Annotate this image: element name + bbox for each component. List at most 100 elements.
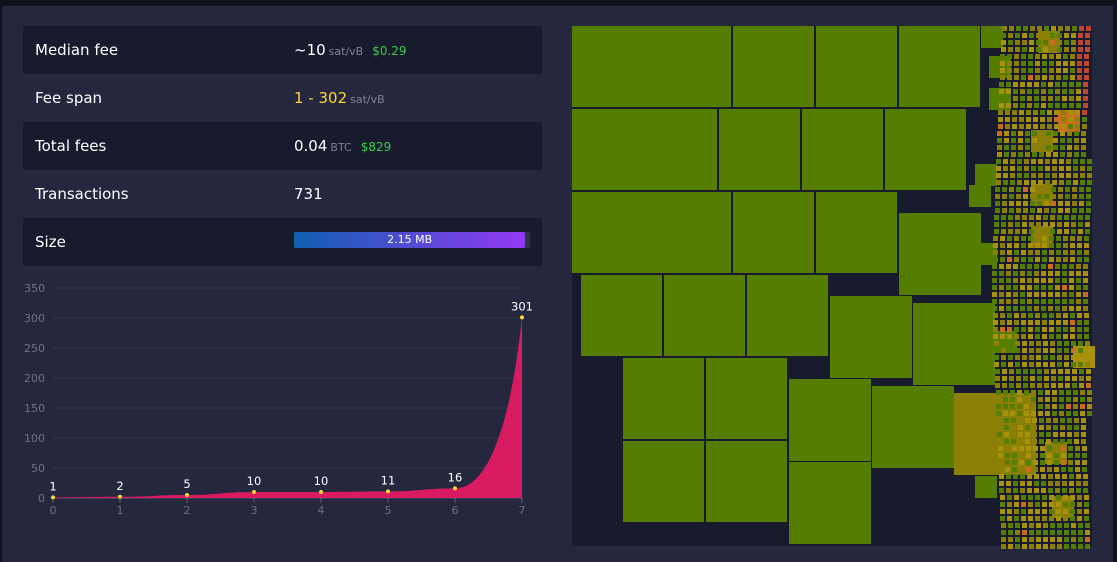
transaction-square-small[interactable] bbox=[1000, 236, 1005, 241]
transaction-square-small[interactable] bbox=[1031, 166, 1036, 171]
transaction-square-small[interactable] bbox=[1040, 446, 1045, 451]
transaction-square-small[interactable] bbox=[1077, 75, 1082, 80]
transaction-square-small[interactable] bbox=[1057, 362, 1062, 367]
transaction-square-small[interactable] bbox=[1013, 306, 1018, 311]
transaction-square-small[interactable] bbox=[1025, 418, 1030, 423]
transaction-square-small[interactable] bbox=[1051, 187, 1056, 192]
transaction-square-small[interactable] bbox=[1043, 215, 1048, 220]
transaction-square-small[interactable] bbox=[1048, 278, 1053, 283]
transaction-square-small[interactable] bbox=[1021, 236, 1026, 241]
transaction-square-small[interactable] bbox=[1023, 369, 1028, 374]
transaction-square-small[interactable] bbox=[1020, 292, 1025, 297]
transaction-square-small[interactable] bbox=[999, 292, 1004, 297]
transaction-square-small[interactable] bbox=[1057, 355, 1062, 360]
transaction-square-small[interactable] bbox=[1020, 299, 1025, 304]
transaction-square-small[interactable] bbox=[1021, 495, 1026, 500]
transaction-square-small[interactable] bbox=[1062, 278, 1067, 283]
transaction-square-small[interactable] bbox=[1040, 460, 1045, 465]
transaction-square-small[interactable] bbox=[1022, 341, 1027, 346]
transaction-square-small[interactable] bbox=[1071, 222, 1076, 227]
transaction-square-small[interactable] bbox=[1034, 96, 1039, 101]
transaction-square-small[interactable] bbox=[1057, 47, 1062, 52]
transaction-square-small[interactable] bbox=[1084, 502, 1089, 507]
transaction-square-small[interactable] bbox=[1005, 124, 1010, 129]
transaction-square-small[interactable] bbox=[1030, 26, 1035, 31]
transaction-square-small[interactable] bbox=[1056, 61, 1061, 66]
transaction-square-small[interactable] bbox=[1009, 187, 1014, 192]
transaction-square-medium[interactable] bbox=[1073, 346, 1095, 368]
transaction-square-small[interactable] bbox=[1010, 404, 1015, 409]
transaction-square-small[interactable] bbox=[1078, 215, 1083, 220]
transaction-square-small[interactable] bbox=[1033, 453, 1038, 458]
transaction-square-small[interactable] bbox=[1042, 257, 1047, 262]
transaction-square-large[interactable] bbox=[706, 441, 787, 522]
transaction-square-small[interactable] bbox=[1069, 271, 1074, 276]
transaction-square-small[interactable] bbox=[1078, 222, 1083, 227]
transaction-square-small[interactable] bbox=[1063, 54, 1068, 59]
transaction-square-small[interactable] bbox=[1056, 509, 1061, 514]
transaction-square-small[interactable] bbox=[1001, 341, 1006, 346]
transaction-square-small[interactable] bbox=[1079, 26, 1084, 31]
transaction-square-small[interactable] bbox=[992, 264, 997, 269]
transaction-square-small[interactable] bbox=[1034, 481, 1039, 486]
transaction-square-small[interactable] bbox=[1081, 145, 1086, 150]
transaction-square-small[interactable] bbox=[1079, 376, 1084, 381]
transaction-square-small[interactable] bbox=[1029, 222, 1034, 227]
transaction-square-small[interactable] bbox=[1032, 418, 1037, 423]
transaction-square-small[interactable] bbox=[1081, 131, 1086, 136]
transaction-square-small[interactable] bbox=[1001, 47, 1006, 52]
transaction-square-small[interactable] bbox=[1085, 362, 1090, 367]
transaction-square-small[interactable] bbox=[1078, 47, 1083, 52]
transaction-square-small[interactable] bbox=[1006, 481, 1011, 486]
transaction-square-small[interactable] bbox=[1076, 488, 1081, 493]
transaction-square-small[interactable] bbox=[1017, 397, 1022, 402]
transaction-square-small[interactable] bbox=[1083, 306, 1088, 311]
transaction-square-small[interactable] bbox=[1045, 397, 1050, 402]
transaction-square-small[interactable] bbox=[1004, 131, 1009, 136]
transaction-square-small[interactable] bbox=[1039, 145, 1044, 150]
transaction-square-small[interactable] bbox=[1042, 509, 1047, 514]
transaction-square-large[interactable] bbox=[572, 26, 653, 107]
transaction-square-small[interactable] bbox=[1013, 474, 1018, 479]
transaction-square-small[interactable] bbox=[1013, 278, 1018, 283]
transaction-square-small[interactable] bbox=[1066, 390, 1071, 395]
transaction-square-small[interactable] bbox=[1033, 124, 1038, 129]
transaction-square-small[interactable] bbox=[1058, 369, 1063, 374]
transaction-square-small[interactable] bbox=[1067, 432, 1072, 437]
transaction-square-small[interactable] bbox=[1041, 278, 1046, 283]
transaction-square-small[interactable] bbox=[1061, 453, 1066, 458]
transaction-square-small[interactable] bbox=[1027, 96, 1032, 101]
transaction-square-large[interactable] bbox=[747, 275, 828, 356]
transaction-square-small[interactable] bbox=[1008, 544, 1013, 549]
transaction-square-small[interactable] bbox=[1032, 439, 1037, 444]
transaction-square-small[interactable] bbox=[1022, 544, 1027, 549]
transaction-square-small[interactable] bbox=[1065, 201, 1070, 206]
transaction-square-small[interactable] bbox=[1041, 82, 1046, 87]
transaction-square-small[interactable] bbox=[1076, 82, 1081, 87]
transaction-square-small[interactable] bbox=[1035, 327, 1040, 332]
transaction-square-small[interactable] bbox=[1032, 432, 1037, 437]
transaction-square-small[interactable] bbox=[1084, 516, 1089, 521]
transaction-square-small[interactable] bbox=[1012, 460, 1017, 465]
transaction-square-small[interactable] bbox=[1030, 187, 1035, 192]
transaction-square-small[interactable] bbox=[1040, 117, 1045, 122]
transaction-square-small[interactable] bbox=[1015, 40, 1020, 45]
transaction-square-small[interactable] bbox=[1076, 474, 1081, 479]
transaction-square-small[interactable] bbox=[1020, 474, 1025, 479]
transaction-square-small[interactable] bbox=[1062, 264, 1067, 269]
transaction-square-small[interactable] bbox=[1037, 369, 1042, 374]
transaction-square-small[interactable] bbox=[1066, 411, 1071, 416]
transaction-square-small[interactable] bbox=[1011, 145, 1016, 150]
transaction-square-small[interactable] bbox=[1021, 54, 1026, 59]
transaction-square-small[interactable] bbox=[1028, 75, 1033, 80]
transaction-square-small[interactable] bbox=[1063, 502, 1068, 507]
transaction-square-small[interactable] bbox=[1056, 313, 1061, 318]
transaction-square-small[interactable] bbox=[1070, 320, 1075, 325]
transaction-square-small[interactable] bbox=[1042, 327, 1047, 332]
transaction-square-small[interactable] bbox=[1028, 68, 1033, 73]
transaction-square-small[interactable] bbox=[1021, 334, 1026, 339]
transaction-square-small[interactable] bbox=[1013, 264, 1018, 269]
transaction-square-small[interactable] bbox=[1034, 271, 1039, 276]
transaction-square-small[interactable] bbox=[1068, 117, 1073, 122]
transaction-square-small[interactable] bbox=[1083, 271, 1088, 276]
